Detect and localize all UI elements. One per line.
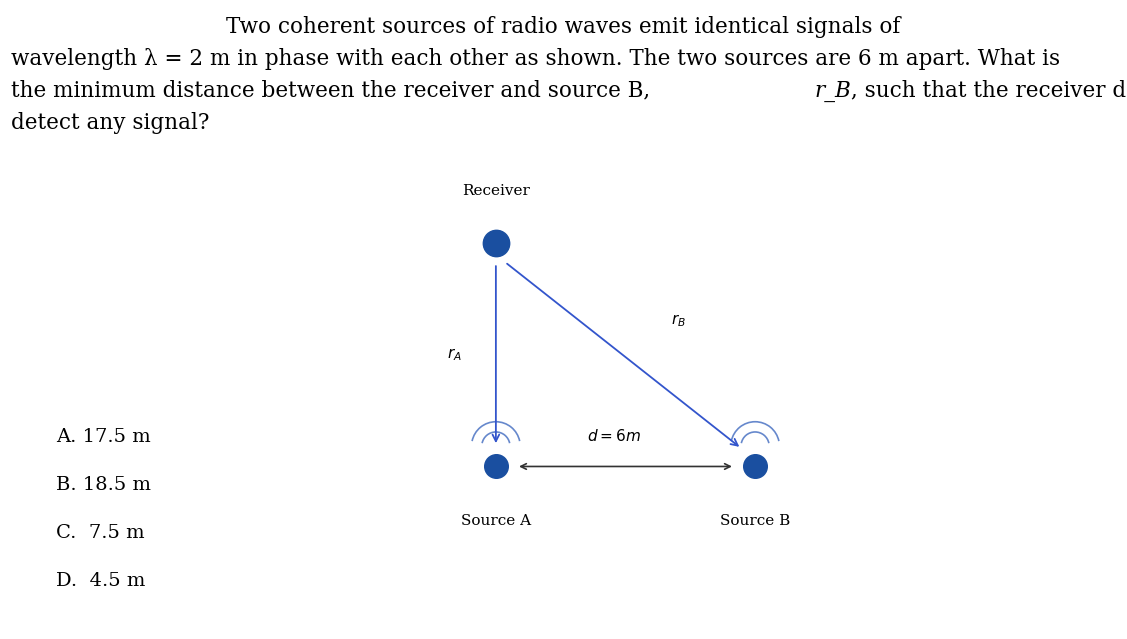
- Text: Source B: Source B: [720, 514, 790, 528]
- Text: A. 17.5 m: A. 17.5 m: [56, 428, 151, 446]
- Text: r_B: r_B: [815, 80, 852, 102]
- Text: $d = 6m$: $d = 6m$: [587, 428, 641, 444]
- Text: wavelength λ = 2 m in phase with each other as shown. The two sources are 6 m ap: wavelength λ = 2 m in phase with each ot…: [11, 48, 1061, 70]
- Text: C.  7.5 m: C. 7.5 m: [56, 524, 145, 542]
- Text: detect any signal?: detect any signal?: [11, 112, 210, 134]
- Text: D.  4.5 m: D. 4.5 m: [56, 572, 145, 590]
- Text: Two coherent sources of radio waves emit identical signals of: Two coherent sources of radio waves emit…: [227, 16, 900, 38]
- Text: Source A: Source A: [461, 514, 531, 528]
- Text: B. 18.5 m: B. 18.5 m: [56, 476, 151, 494]
- Text: Receiver: Receiver: [462, 184, 530, 198]
- Text: $r_A$: $r_A$: [447, 346, 462, 363]
- Text: the minimum distance between the receiver and source B,: the minimum distance between the receive…: [11, 80, 657, 102]
- Text: $r_B$: $r_B$: [671, 312, 685, 329]
- Text: , such that the receiver does not: , such that the receiver does not: [851, 80, 1127, 102]
